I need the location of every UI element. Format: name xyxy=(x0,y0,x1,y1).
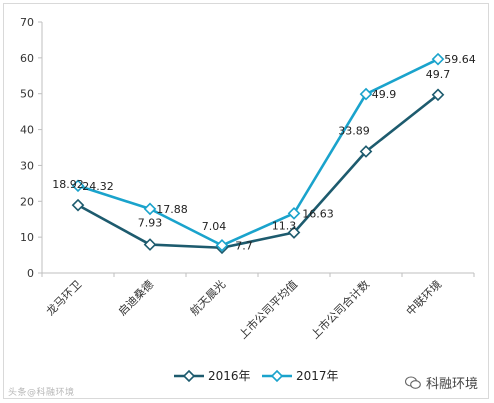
y-tick-label: 70 xyxy=(20,16,34,29)
chart-frame: 0 10 20 30 40 50 60 70 龙马环卫 启迪桑德 航天晨光 上市公司平均值 上市公司合计… xyxy=(3,3,489,399)
data-point-marker xyxy=(71,179,85,193)
y-tick-label: 50 xyxy=(20,88,34,101)
legend-label: 2016年 xyxy=(208,369,251,383)
x-category-label: 上市公司平均值 xyxy=(236,277,300,341)
y-tick-label: 0 xyxy=(27,267,34,280)
data-labels: 18.92 7.93 7.04 11.3 33.89 49.7 24.32 17.88 7.7 1… xyxy=(52,53,476,252)
data-point-marker xyxy=(71,198,85,212)
y-tick-label: 30 xyxy=(20,159,34,172)
data-point-marker xyxy=(287,226,301,239)
data-label: 7.93 xyxy=(138,217,163,230)
watermark-right-text: 科融环境 xyxy=(425,377,478,392)
watermark-right: 科融环境 xyxy=(404,373,478,392)
data-label: 59.64 xyxy=(444,53,476,66)
data-label: 49.9 xyxy=(372,88,397,101)
y-tick-label: 10 xyxy=(20,231,34,244)
x-category-label: 航天晨光 xyxy=(187,277,228,318)
y-tick-label: 60 xyxy=(20,52,34,65)
x-category-label: 启迪桑德 xyxy=(115,277,156,318)
series-line-1 xyxy=(77,57,439,247)
data-label: 16.63 xyxy=(302,207,334,220)
data-label: 18.92 xyxy=(52,178,84,191)
data-point-marker xyxy=(287,207,301,220)
data-label: 49.7 xyxy=(426,68,451,81)
data-point-marker xyxy=(431,52,445,66)
data-label: 33.89 xyxy=(338,124,370,137)
line-chart: 0 10 20 30 40 50 60 70 龙马环卫 启迪桑德 航天晨光 上市公司平均值 上市公司合计… xyxy=(20,16,476,383)
data-point-marker xyxy=(359,145,373,158)
legend-label: 2017年 xyxy=(296,369,339,383)
legend: 2016年 2017年 xyxy=(174,369,339,383)
data-point-marker xyxy=(143,202,157,216)
data-point-marker xyxy=(143,238,157,251)
series-lines xyxy=(71,52,445,255)
x-category-label: 中联环境 xyxy=(403,277,444,318)
series-line-0 xyxy=(77,93,439,250)
data-point-marker xyxy=(431,88,445,102)
legend-marker-icon xyxy=(182,369,196,383)
data-label: 7.04 xyxy=(202,220,227,233)
data-label: 24.32 xyxy=(82,180,114,193)
x-category-label: 龙马环卫 xyxy=(44,278,84,318)
data-point-marker xyxy=(359,87,373,101)
y-tick-label: 40 xyxy=(20,124,34,137)
y-tick-label: 20 xyxy=(20,195,34,208)
data-label: 17.88 xyxy=(156,203,188,216)
data-point-marker xyxy=(215,239,229,252)
axes: 0 10 20 30 40 50 60 70 龙马环卫 启迪桑德 航天晨光 上市公司平均值 上市公司合计… xyxy=(20,16,475,342)
data-label: 11.3 xyxy=(272,219,297,232)
x-category-label: 上市公司合计数 xyxy=(308,277,372,341)
wechat-icon xyxy=(404,375,421,389)
data-label: 7.7 xyxy=(235,239,253,252)
legend-marker-icon xyxy=(270,369,284,383)
watermark-left: 头条@科融环境 xyxy=(8,388,75,398)
